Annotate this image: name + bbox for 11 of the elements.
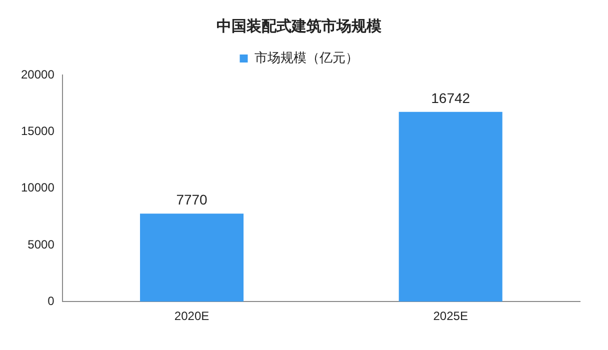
x-tick-label: 2025E — [433, 309, 468, 324]
y-tick-label: 5000 — [28, 237, 55, 252]
y-tick-label: 20000 — [20, 67, 55, 82]
y-tick-label: 0 — [48, 294, 55, 308]
x-tick-label: 2020E — [174, 309, 210, 324]
data-label: 16742 — [431, 90, 470, 106]
y-tick-label: 15000 — [20, 124, 55, 138]
legend-label: 市场规模（亿元） — [254, 50, 358, 66]
data-label: 7770 — [176, 191, 208, 208]
chart-title: 中国装配式建筑市场规模 — [216, 17, 382, 36]
y-tick-label: 10000 — [20, 180, 55, 195]
